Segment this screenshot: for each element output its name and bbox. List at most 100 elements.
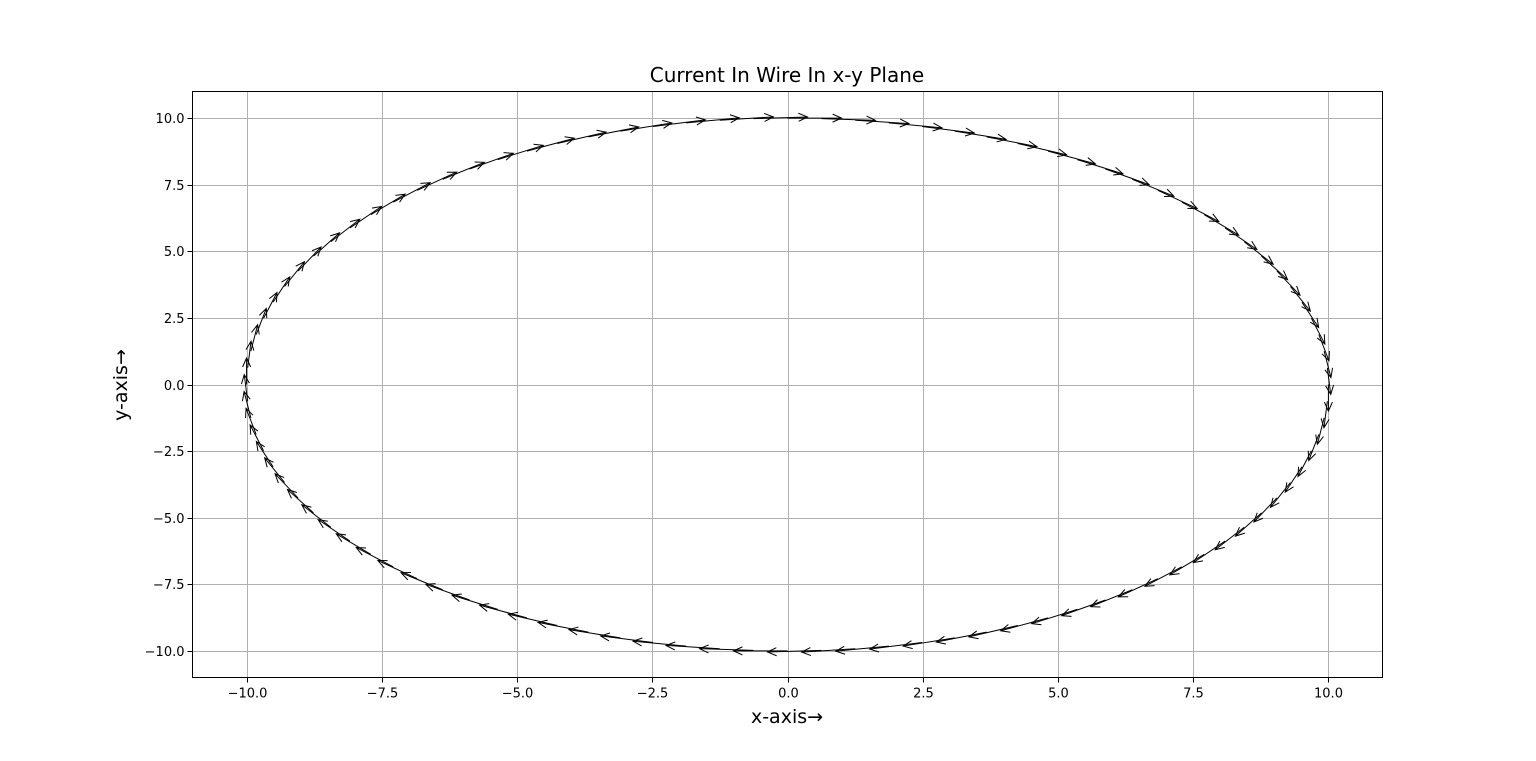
current-arrow	[1224, 227, 1258, 251]
current-arrow	[766, 647, 822, 657]
current-arrow	[370, 193, 407, 216]
current-arrow	[1060, 599, 1106, 617]
current-arrow	[1214, 526, 1245, 551]
current-arrow	[255, 307, 268, 335]
current-arrow	[242, 356, 252, 385]
current-arrow	[855, 118, 911, 128]
current-arrow	[1297, 450, 1312, 478]
current-arrow	[1089, 589, 1133, 608]
plot-frame	[192, 91, 1383, 678]
current-arrow	[1117, 578, 1158, 598]
current-arrow	[507, 611, 558, 626]
current-arrow	[263, 456, 285, 483]
current-arrow	[1323, 350, 1334, 379]
current-arrow	[1323, 384, 1333, 413]
x-tick-label: −5.0	[502, 687, 534, 702]
current-arrow	[313, 232, 341, 257]
current-arrow	[1105, 168, 1151, 186]
current-arrow	[800, 647, 856, 657]
current-arrow	[1168, 553, 1205, 576]
current-arrow	[450, 593, 498, 610]
current-arrow	[1204, 214, 1240, 236]
current-arrow	[954, 130, 1008, 143]
current-arrow	[834, 645, 889, 655]
current-arrow	[698, 644, 754, 654]
current-arrow	[888, 122, 944, 132]
current-arrow	[330, 218, 361, 243]
axis-ticks: −10.0 −7.5 −5.0 −2.5 0.0 2.5 5.0 7.5 10.0 −10.0 −7…	[145, 112, 1343, 702]
current-arrow	[349, 205, 383, 229]
current-arrow	[1243, 241, 1275, 266]
y-tick-label: −7.5	[153, 578, 185, 593]
current-arrow	[274, 472, 299, 499]
current-arrow	[901, 637, 955, 650]
current-arrow	[986, 136, 1039, 150]
current-arrow	[620, 119, 674, 132]
current-arrow	[245, 339, 255, 368]
current-arrow	[787, 113, 843, 123]
current-arrow	[1318, 334, 1330, 362]
current-arrow	[935, 631, 987, 645]
current-arrow	[526, 136, 576, 152]
current-arrow	[1315, 417, 1325, 446]
current-arrow	[263, 291, 278, 319]
current-arrow	[1192, 540, 1226, 564]
x-axis-label: x-axis→	[751, 706, 823, 728]
current-arrow	[664, 641, 720, 651]
current-arrow	[300, 503, 332, 528]
current-arrow	[921, 126, 976, 137]
current-arrow	[686, 114, 741, 124]
current-arrow	[599, 632, 654, 643]
current-arrow	[1181, 201, 1220, 223]
y-tick-label: 7.5	[164, 179, 185, 194]
current-arrow	[284, 260, 306, 287]
current-arrow	[999, 617, 1049, 633]
current-arrow	[1132, 178, 1176, 198]
current-arrow	[1261, 255, 1289, 281]
current-arrow	[1284, 466, 1303, 494]
current-arrow	[868, 642, 923, 653]
current-arrow	[392, 182, 432, 203]
current-arrow	[497, 143, 545, 161]
current-arrow	[1301, 301, 1320, 329]
current-arrow	[335, 533, 371, 555]
current-arrow	[967, 625, 1018, 640]
current-arrow	[417, 171, 458, 191]
current-arrow	[1253, 497, 1278, 523]
current-arrow	[245, 407, 257, 435]
current-arrow	[1030, 608, 1078, 626]
x-tick-label: −2.5	[637, 687, 669, 702]
current-arrow	[652, 116, 707, 127]
y-tick-label: −2.5	[153, 445, 185, 460]
x-tick-label: 0.0	[778, 687, 799, 702]
y-tick-label: 5.0	[164, 245, 185, 260]
current-arrow	[1276, 270, 1301, 297]
current-arrow	[286, 488, 314, 514]
current-arrow	[241, 390, 252, 419]
current-arrow	[376, 559, 418, 580]
current-arrow	[719, 112, 775, 122]
current-arrow	[753, 112, 809, 122]
current-arrow	[567, 626, 621, 639]
current-arrow	[1143, 566, 1183, 587]
current-arrow	[1325, 367, 1335, 396]
current-arrow	[1017, 143, 1068, 158]
y-axis-label: y-axis→	[110, 349, 132, 421]
current-arrow	[1077, 159, 1125, 176]
x-tick-label: −10.0	[228, 687, 268, 702]
y-tick-label: 0.0	[164, 379, 185, 394]
current-arrow	[297, 246, 322, 272]
current-arrow	[399, 571, 443, 591]
current-arrow	[240, 373, 250, 402]
current-arrow	[272, 275, 291, 303]
current-arrow	[557, 129, 608, 144]
current-arrow	[1320, 401, 1330, 430]
current-arrow	[1047, 150, 1097, 166]
current-arrow	[424, 583, 470, 601]
current-arrow	[631, 637, 687, 647]
chart-title: Current In Wire In x-y Plane	[650, 63, 924, 87]
current-arrow	[249, 423, 265, 451]
current-arrow	[1310, 318, 1326, 346]
x-tick-label: 10.0	[1314, 687, 1343, 702]
